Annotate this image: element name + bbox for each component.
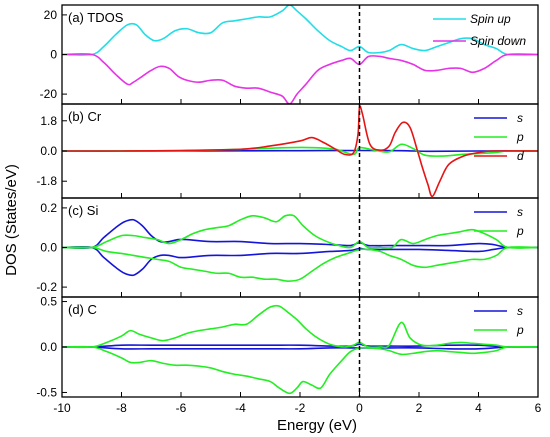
series-line-4-2 — [62, 346, 538, 350]
x-axis-title: Energy (eV) — [277, 417, 357, 434]
legend-label-2-3: d — [517, 149, 524, 163]
y-tick-label-4-1: -0.5 — [36, 385, 57, 399]
panel-label-4: (d) C — [68, 302, 97, 317]
y-tick-label-4-2: 0.0 — [40, 340, 57, 354]
panel-3-series — [62, 214, 538, 282]
legend-label-3-2: p — [516, 224, 524, 238]
panel-1-series — [62, 5, 538, 104]
x-tick-label-7: 2 — [416, 401, 423, 415]
y-axis-title: DOS (States/eV) — [3, 164, 20, 276]
panel-frame-4 — [61, 296, 539, 398]
legend-label-3-1: s — [517, 205, 523, 219]
x-tick-label-9: 6 — [535, 401, 542, 415]
y-tick-label-3-1: -0.2 — [36, 280, 57, 294]
series-line-3-3 — [62, 214, 538, 249]
legend-label-4-2: p — [516, 323, 524, 337]
legend-label-2-1: s — [517, 111, 523, 125]
x-tick-label-3: -6 — [176, 401, 187, 415]
series-line-3-2 — [62, 245, 538, 277]
x-tick-label-5: -2 — [295, 401, 306, 415]
panel-2-series — [62, 105, 538, 198]
series-line-1-1 — [62, 5, 538, 56]
y-tick-label-3-3: 0.2 — [40, 201, 57, 215]
x-tick-label-8: 4 — [475, 401, 482, 415]
y-tick-label-1-1: -20 — [40, 87, 58, 101]
y-tick-label-2-3: 1.8 — [40, 114, 57, 128]
panel-frame-3 — [61, 197, 539, 298]
series-line-4-3 — [62, 304, 538, 349]
y-tick-label-2-1: -1.8 — [36, 174, 57, 188]
y-tick-label-1-3: 20 — [44, 8, 58, 22]
x-tick-label-1: -10 — [53, 401, 71, 415]
series-line-3-1 — [62, 218, 538, 250]
x-tick-label-6: 0 — [356, 401, 363, 415]
panel-label-1: (a) TDOS — [68, 10, 124, 25]
y-tick-label-4-3: 0.5 — [40, 295, 57, 309]
panel-frame-1 — [61, 4, 539, 105]
panel-4: -0.5 0.0 0.5 -10 -8 -6 -4 -2 0 2 4 6 (d) C sp — [36, 295, 541, 415]
legend-label-2-2: p — [516, 130, 524, 144]
series-line-1-2 — [62, 53, 538, 104]
y-tick-label-2-2: 0.0 — [40, 144, 57, 158]
panel-label-2: (b) Cr — [68, 109, 102, 124]
panel-4-series — [62, 304, 538, 395]
series-line-4-1 — [62, 343, 538, 348]
series-line-4-4 — [62, 345, 538, 395]
panel-1: -20 0 20 (a) TDOS Spin up Spin down — [40, 4, 539, 105]
x-tick-label-4: -4 — [235, 401, 246, 415]
y-tick-label-1-2: 0 — [50, 48, 57, 62]
y-tick-label-3-2: 0.0 — [40, 241, 57, 255]
legend-label-4-1: s — [517, 304, 523, 318]
panel-label-3: (c) Si — [68, 203, 98, 218]
panel-2: -1.8 0.0 1.8 (b) Cr spd — [36, 103, 539, 199]
series-line-3-4 — [62, 246, 538, 282]
legend-label-1-2: Spin down — [470, 34, 526, 48]
series-line-2-3 — [62, 105, 538, 198]
x-tick-label-2: -8 — [116, 401, 127, 415]
panel-3: -0.2 0.0 0.2 (c) Si sp — [36, 197, 539, 298]
legend-label-1-1: Spin up — [470, 12, 511, 26]
